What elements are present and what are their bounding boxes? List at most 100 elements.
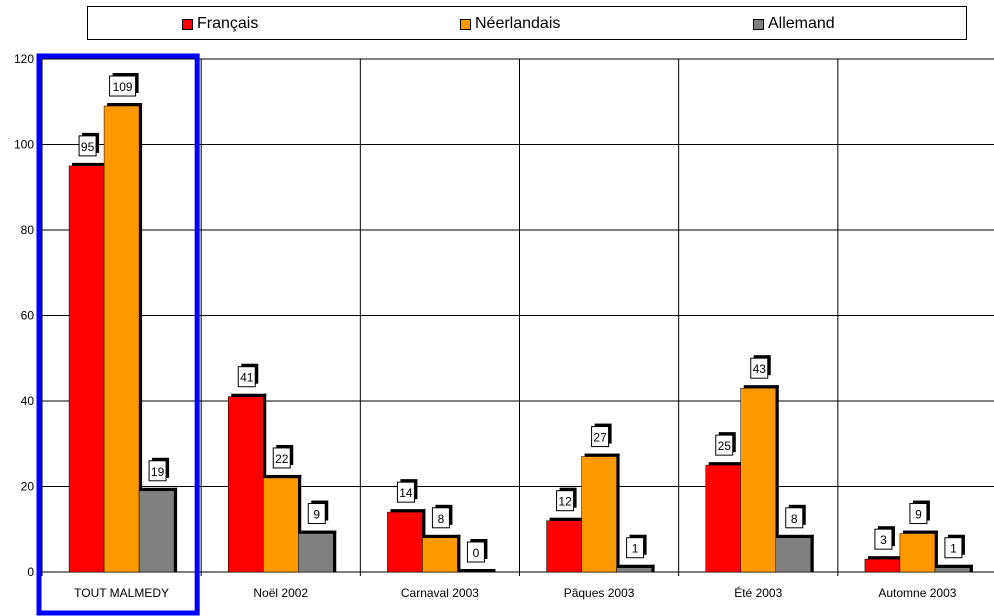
bar-shadow [460,569,496,572]
x-tick-label: Pâques 2003 [564,586,635,600]
x-tick-label: Carnaval 2003 [401,586,479,600]
bar-shadow [743,385,779,389]
data-label: 27 [593,431,607,445]
bar-shadow [298,474,302,572]
data-label-box [909,503,928,525]
y-tick-label: 20 [21,480,35,494]
bar-shadow [139,103,143,573]
bar-shadow [457,534,461,572]
bar-shadow [584,453,620,457]
bar [387,511,423,573]
data-label-box [237,366,256,388]
data-label: 95 [81,140,95,154]
bar-shadow [775,385,779,572]
data-label: 109 [113,80,133,94]
bar [705,464,741,573]
y-tick-label: 0 [27,565,34,579]
bar [899,533,936,573]
data-label-box [591,426,610,448]
y-tick-label: 120 [14,52,34,66]
data-label-box [785,507,804,529]
bar [263,477,299,573]
legend-label-francais: Français [197,15,259,32]
data-label: 41 [240,371,254,385]
data-label-box [431,507,450,529]
data-label: 12 [558,495,572,509]
legend-swatch-neerlandais [460,18,471,30]
legend-swatch-francais [182,18,193,30]
bar [103,105,140,573]
data-label-box [626,537,645,559]
bar [616,567,652,573]
bar [298,533,334,573]
legend-label-neerlandais: Néerlandais [475,15,561,32]
bar [68,165,105,573]
data-label-box [109,75,137,97]
bar-shadow [107,103,143,107]
legend-item-allemand: Allemand [753,14,835,34]
bar-shadow [619,564,655,568]
data-label: 8 [791,512,798,526]
data-label-box [307,503,326,525]
data-label: 1 [632,542,639,556]
bar-shadow [390,509,426,513]
data-label-box [556,490,575,512]
data-label: 9 [313,508,320,522]
y-tick-label: 60 [21,309,35,323]
bar-shadow [934,530,938,572]
x-tick-label: Été 2003 [734,585,782,600]
legend: Français Néerlandais Allemand [87,6,967,40]
bar [581,456,617,573]
bar-shadow [231,393,267,397]
y-tick-label: 80 [21,223,35,237]
bar-shadow [72,162,108,166]
data-label-box [715,434,734,456]
y-tick-label: 40 [21,394,35,408]
bar-shadow [174,487,178,572]
data-label: 0 [473,546,480,560]
bar-shadow [301,530,337,534]
bar [546,520,582,573]
x-tick-label: TOUT MALMEDY [74,586,169,600]
bar-shadow [266,474,302,478]
data-label: 19 [151,465,165,479]
data-label-box [148,460,167,482]
data-label-box [466,541,485,563]
highlight-frame [36,53,200,616]
bar [934,567,971,573]
legend-swatch-allemand [753,18,764,30]
bar-shadow [651,564,655,572]
data-label: 14 [399,486,413,500]
bar-shadow [425,534,461,538]
data-label-box [78,135,97,157]
x-tick-label: Automne 2003 [878,586,956,600]
y-tick-label: 100 [14,138,34,152]
data-label: 8 [438,512,445,526]
data-label: 1 [950,542,957,556]
bar-shadow [867,556,903,560]
data-label: 9 [915,508,922,522]
data-label-box [396,481,415,503]
data-label: 3 [880,533,887,547]
data-label: 43 [753,362,767,376]
bar-shadow [142,487,178,491]
x-tick-label: Noël 2002 [253,586,308,600]
data-label-box [874,528,893,550]
data-label: 25 [718,439,732,453]
bar-shadow [969,564,973,572]
bar-shadow [937,564,973,568]
bar [228,396,264,573]
bar [775,537,811,573]
bar-shadow [810,534,814,572]
bar [864,558,901,573]
bar-shadow [778,534,814,538]
data-label: 22 [275,452,289,466]
bar-shadow [549,517,585,521]
legend-item-neerlandais: Néerlandais [460,14,560,34]
bar-shadow [616,453,620,572]
data-label-box [272,447,291,469]
data-label-box [750,357,769,379]
data-label-box [944,537,963,559]
bar [138,490,175,573]
